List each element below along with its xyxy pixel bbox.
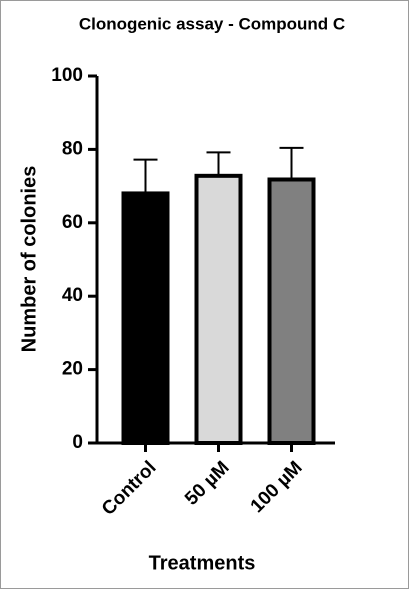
- bar: [267, 177, 316, 446]
- x-axis-label: Treatments: [149, 552, 256, 574]
- y-tick-label: 80: [62, 138, 83, 159]
- y-tick-label: 40: [62, 285, 83, 306]
- bar: [194, 173, 243, 445]
- y-axis-label: Number of colonies: [18, 166, 40, 353]
- y-tick-label: 60: [62, 212, 83, 233]
- y-tick-label: 0: [72, 432, 83, 453]
- y-tick-label: 100: [51, 65, 83, 86]
- chart-title: Clonogenic assay - Compound C: [79, 14, 345, 33]
- y-tick-label: 20: [62, 359, 83, 380]
- bar: [121, 191, 170, 445]
